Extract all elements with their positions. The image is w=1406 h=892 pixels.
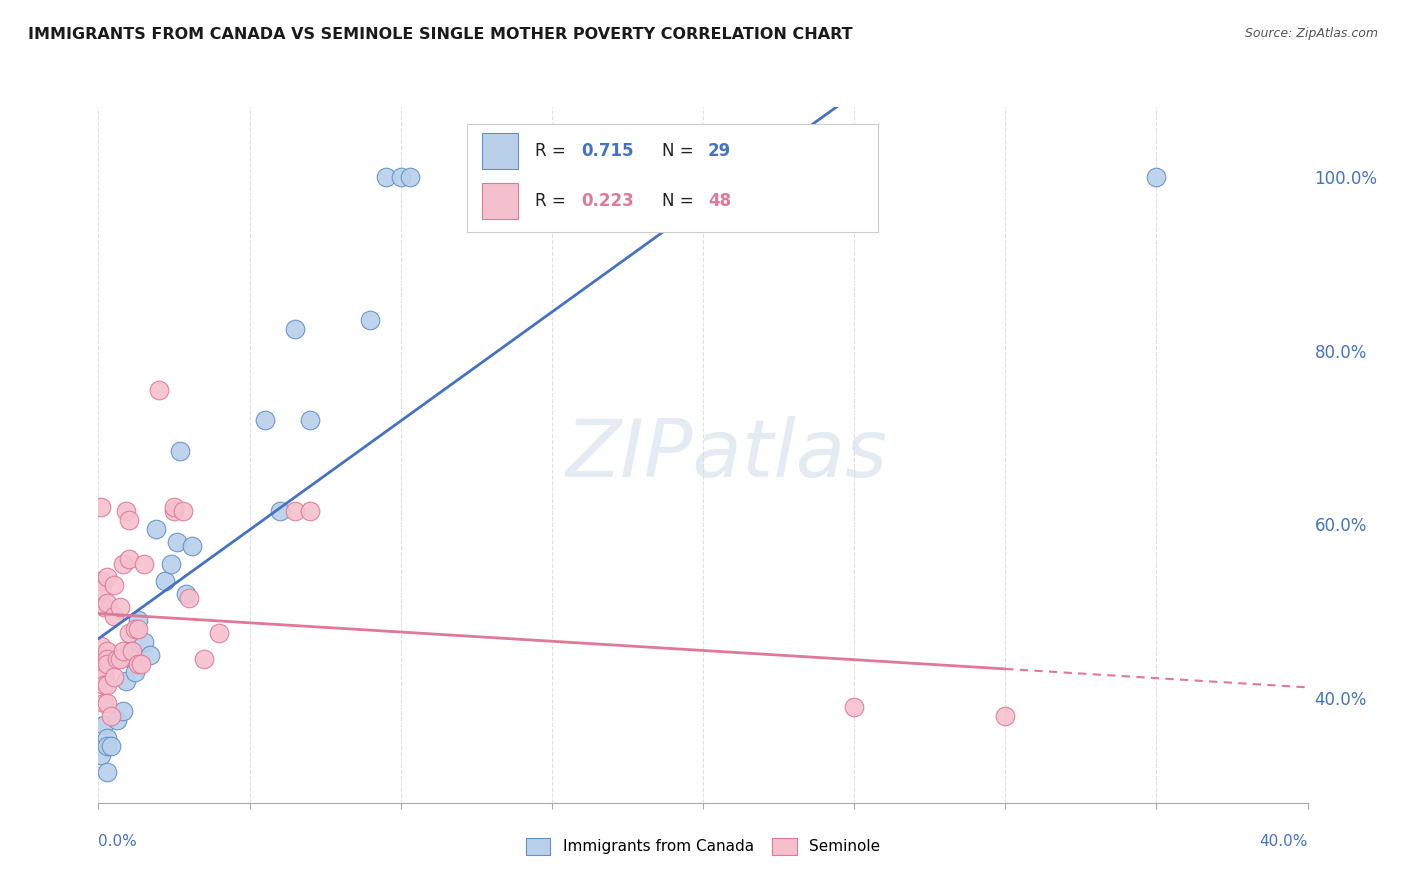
Point (90, 747, 112, 762)
Legend: Immigrants from Canada, Seminole: Immigrants from Canada, Seminole (520, 831, 886, 862)
FancyBboxPatch shape (482, 183, 517, 219)
Point (172, 504, 194, 518)
Text: 48: 48 (707, 192, 731, 210)
Text: IMMIGRANTS FROM CANADA VS SEMINOLE SINGLE MOTHER POVERTY CORRELATION CHART: IMMIGRANTS FROM CANADA VS SEMINOLE SINGL… (28, 27, 853, 42)
Point (132, 635, 155, 649)
Point (299, 413, 322, 427)
Point (96, 570, 118, 584)
Point (105, 713, 128, 727)
Point (96, 596, 118, 610)
Point (145, 522, 167, 536)
Point (114, 674, 136, 689)
Point (111, 705, 134, 719)
Point (127, 613, 149, 627)
Point (374, 169, 396, 184)
Point (163, 500, 186, 514)
Point (90, 661, 112, 675)
Point (93, 670, 115, 684)
Point (844, 700, 866, 714)
Point (299, 504, 322, 518)
Point (90, 500, 112, 514)
Point (93, 717, 115, 731)
Point (121, 643, 143, 657)
Point (90, 574, 112, 588)
Point (96, 739, 118, 754)
Point (96, 765, 118, 780)
Point (96, 696, 118, 710)
Point (90, 670, 112, 684)
Point (96, 657, 118, 671)
Point (114, 504, 136, 518)
Point (93, 661, 115, 675)
Point (181, 539, 204, 553)
Point (105, 652, 128, 666)
Point (148, 383, 170, 397)
Text: N =: N = (662, 142, 699, 160)
Point (269, 504, 291, 518)
Point (179, 591, 201, 606)
Text: Source: ZipAtlas.com: Source: ZipAtlas.com (1244, 27, 1378, 40)
Point (118, 552, 141, 566)
Point (90, 639, 112, 653)
Point (166, 535, 188, 549)
Point (389, 169, 412, 184)
Point (163, 504, 186, 518)
Point (93, 678, 115, 692)
Point (284, 322, 307, 336)
Point (108, 600, 131, 615)
Point (139, 648, 162, 662)
Point (93, 600, 115, 615)
Point (96, 643, 118, 657)
Text: ZIPatlas: ZIPatlas (567, 416, 889, 494)
Point (96, 731, 118, 745)
Text: 0.0%: 0.0% (98, 834, 138, 849)
FancyBboxPatch shape (482, 133, 517, 169)
Point (118, 626, 141, 640)
Point (208, 626, 231, 640)
Point (111, 643, 134, 657)
Text: N =: N = (662, 192, 699, 210)
Point (169, 443, 191, 458)
Point (100, 708, 122, 723)
Point (994, 708, 1017, 723)
Point (132, 557, 155, 571)
Point (127, 657, 149, 671)
Text: 0.715: 0.715 (581, 142, 633, 160)
Point (111, 557, 134, 571)
Point (103, 670, 125, 684)
Point (118, 643, 141, 657)
Point (108, 652, 131, 666)
Point (124, 622, 146, 636)
FancyBboxPatch shape (467, 124, 879, 232)
Point (121, 652, 143, 666)
Point (100, 739, 122, 754)
Text: 40.0%: 40.0% (1260, 834, 1308, 849)
Text: 0.223: 0.223 (581, 192, 634, 210)
Point (398, 169, 420, 184)
Point (96, 652, 118, 666)
Point (96, 678, 118, 692)
Text: 29: 29 (707, 142, 731, 160)
Point (118, 513, 141, 527)
Point (127, 622, 149, 636)
Point (284, 504, 307, 518)
Point (124, 665, 146, 680)
Point (193, 652, 215, 666)
Point (103, 608, 125, 623)
Point (90, 582, 112, 597)
Point (93, 696, 115, 710)
Point (360, 313, 382, 327)
Point (253, 413, 276, 427)
Point (153, 574, 176, 588)
Point (129, 657, 152, 671)
Point (103, 578, 125, 592)
Text: R =: R = (534, 142, 571, 160)
Point (174, 587, 197, 601)
Point (93, 652, 115, 666)
Text: R =: R = (534, 192, 571, 210)
Point (90, 652, 112, 666)
Point (1144, 169, 1167, 184)
Point (160, 557, 183, 571)
